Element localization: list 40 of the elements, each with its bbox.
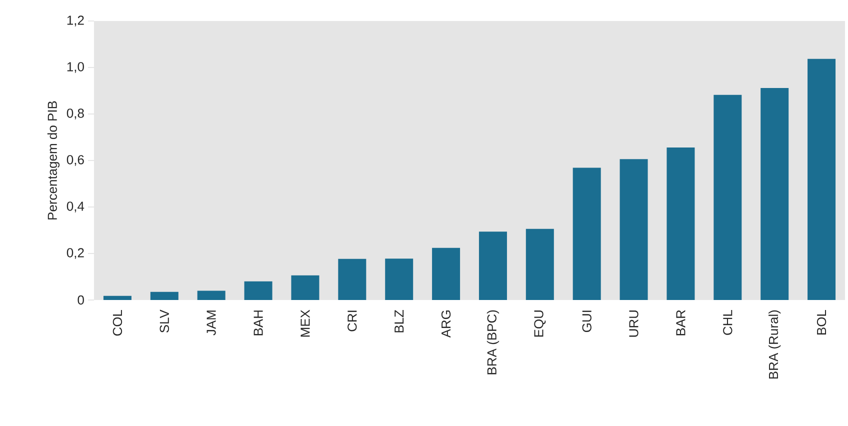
- bar: [572, 168, 601, 300]
- x-tick-label: COL: [112, 310, 122, 336]
- bar: [385, 258, 414, 300]
- x-tick-label: BRA (BPC): [486, 310, 500, 374]
- bar: [478, 232, 507, 300]
- y-tick-label: 0,2: [66, 248, 84, 259]
- y-tick-label: 0,8: [66, 108, 84, 120]
- bar: [244, 281, 272, 300]
- y-tick-label: 0: [78, 295, 84, 305]
- bar: [338, 258, 366, 300]
- x-tick-label: CHL: [723, 310, 732, 335]
- bar: [150, 292, 178, 300]
- x-tick-label: BAR: [676, 310, 686, 336]
- bar: [103, 296, 132, 300]
- x-tick-label: BRA (Rural): [768, 310, 781, 379]
- x-tick-label: BLZ: [394, 310, 404, 332]
- bar: [526, 228, 554, 300]
- y-tick-label: 1,0: [67, 62, 84, 73]
- y-axis-title: Percentagem do PIB: [47, 101, 60, 220]
- bar: [432, 248, 460, 300]
- x-tick-label: URU: [629, 310, 638, 337]
- x-tick-label: MEX: [300, 310, 310, 337]
- bar: [760, 88, 789, 300]
- x-tick-label: SLV: [160, 310, 170, 333]
- x-tick-label: ARG: [441, 310, 451, 338]
- x-tick-label: CRI: [348, 310, 357, 332]
- bar: [291, 275, 320, 300]
- bar: [808, 58, 836, 300]
- x-tick-label: JAM: [206, 310, 216, 336]
- y-tick-label: 1,2: [67, 16, 84, 26]
- bar: [666, 147, 695, 300]
- y-tick-label: 0,4: [66, 202, 84, 212]
- x-tick-label: BAH: [254, 310, 263, 336]
- x-tick-label: BOL: [816, 310, 826, 334]
- bar: [620, 159, 648, 300]
- bar: [714, 94, 742, 300]
- bar: [197, 290, 226, 300]
- x-tick-label: EQU: [534, 310, 546, 337]
- x-tick-label: GUI: [582, 310, 592, 332]
- y-tick-label: 0,6: [66, 155, 84, 166]
